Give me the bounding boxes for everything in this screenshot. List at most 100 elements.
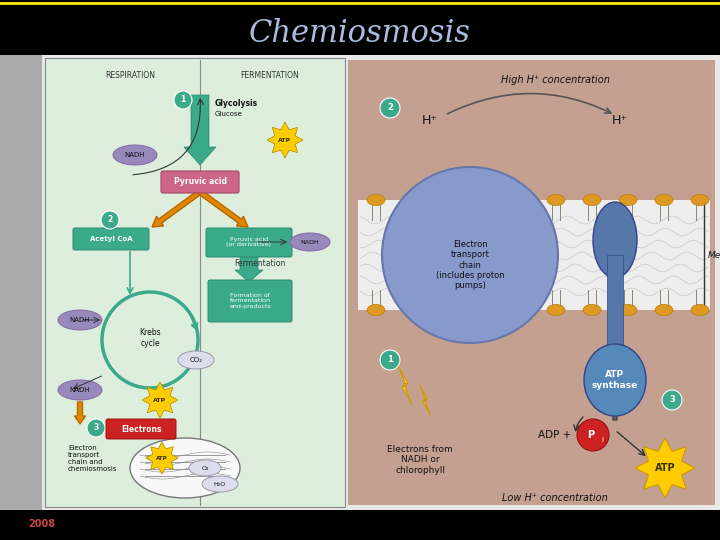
Ellipse shape	[619, 305, 637, 315]
FancyArrow shape	[74, 402, 86, 424]
Text: H⁺: H⁺	[422, 113, 438, 126]
Ellipse shape	[547, 194, 565, 206]
Text: CO₂: CO₂	[189, 357, 202, 363]
Ellipse shape	[511, 194, 529, 206]
Polygon shape	[398, 366, 412, 404]
Text: 3: 3	[94, 423, 99, 433]
Bar	[0, 55, 42, 510]
Text: Membrane: Membrane	[708, 251, 720, 260]
Ellipse shape	[113, 145, 157, 165]
Text: ATP
synthase: ATP synthase	[592, 370, 638, 390]
Ellipse shape	[189, 460, 221, 476]
Ellipse shape	[58, 310, 102, 330]
Ellipse shape	[403, 305, 421, 315]
Text: Electrons from
NADH or
chlorophyll: Electrons from NADH or chlorophyll	[387, 445, 453, 475]
Text: Electron
transport
chain and
chemiosmosis: Electron transport chain and chemiosmosi…	[68, 445, 117, 472]
FancyBboxPatch shape	[73, 228, 149, 250]
Ellipse shape	[583, 194, 601, 206]
Text: Acetyl CoA: Acetyl CoA	[90, 236, 132, 242]
FancyBboxPatch shape	[106, 419, 176, 439]
Bar	[348, 60, 715, 505]
Text: Glycolysis: Glycolysis	[215, 98, 258, 107]
Ellipse shape	[439, 305, 457, 315]
Ellipse shape	[367, 305, 385, 315]
Ellipse shape	[593, 202, 637, 278]
Ellipse shape	[178, 351, 214, 369]
Circle shape	[380, 98, 400, 118]
Polygon shape	[420, 384, 431, 415]
Text: High H⁺ concentration: High H⁺ concentration	[500, 75, 609, 85]
Text: NADH: NADH	[70, 387, 90, 393]
Ellipse shape	[202, 476, 238, 492]
Text: FERMENTATION: FERMENTATION	[240, 71, 300, 79]
Text: 2: 2	[107, 215, 112, 225]
Ellipse shape	[439, 194, 457, 206]
Circle shape	[101, 211, 119, 229]
Text: P: P	[588, 430, 595, 440]
FancyArrow shape	[610, 310, 620, 420]
Text: 2: 2	[387, 104, 393, 112]
Ellipse shape	[475, 305, 493, 315]
Text: ATP: ATP	[654, 463, 675, 473]
Circle shape	[382, 167, 558, 343]
Text: Pyruvic acid: Pyruvic acid	[174, 178, 227, 186]
Circle shape	[87, 419, 105, 437]
Text: Electrons: Electrons	[121, 424, 161, 434]
Bar	[45, 58, 345, 507]
Ellipse shape	[691, 305, 709, 315]
Text: Electron
transport
chain
(includes proton
pumps): Electron transport chain (includes proto…	[436, 240, 504, 291]
Text: O₂: O₂	[202, 465, 209, 470]
FancyBboxPatch shape	[208, 280, 292, 322]
Ellipse shape	[691, 194, 709, 206]
Ellipse shape	[403, 194, 421, 206]
Ellipse shape	[655, 194, 673, 206]
Text: Low H⁺ concentration: Low H⁺ concentration	[502, 493, 608, 503]
Circle shape	[174, 91, 192, 109]
Text: H₂O: H₂O	[214, 482, 226, 487]
FancyBboxPatch shape	[161, 171, 239, 193]
Ellipse shape	[475, 194, 493, 206]
Ellipse shape	[619, 194, 637, 206]
Ellipse shape	[584, 344, 646, 416]
Bar	[0, 0, 720, 55]
Circle shape	[380, 350, 400, 370]
Text: 3: 3	[669, 395, 675, 404]
FancyBboxPatch shape	[206, 228, 292, 257]
Ellipse shape	[290, 233, 330, 251]
Text: RESPIRATION: RESPIRATION	[105, 71, 155, 79]
Text: NADH: NADH	[70, 317, 90, 323]
Text: Pyruvic acid
(or derivative): Pyruvic acid (or derivative)	[227, 237, 271, 247]
FancyArrow shape	[184, 95, 216, 165]
Circle shape	[577, 419, 609, 451]
Ellipse shape	[655, 305, 673, 315]
Text: Fermentation: Fermentation	[234, 260, 286, 268]
Text: ATP: ATP	[279, 138, 292, 143]
Text: 1: 1	[181, 96, 186, 105]
FancyArrow shape	[191, 316, 198, 329]
Text: Formation of
fermentation
end-products: Formation of fermentation end-products	[229, 293, 271, 309]
Circle shape	[662, 390, 682, 410]
Bar	[0, 510, 720, 540]
Text: Glucose: Glucose	[215, 111, 243, 117]
Text: ATP: ATP	[156, 456, 168, 461]
FancyArrow shape	[465, 195, 475, 315]
Text: Krebs
cycle: Krebs cycle	[139, 328, 161, 348]
Text: 1: 1	[387, 355, 393, 364]
FancyArrow shape	[199, 190, 248, 227]
Polygon shape	[146, 442, 178, 474]
Text: Chemiosmosis: Chemiosmosis	[249, 17, 471, 49]
FancyArrow shape	[235, 257, 263, 282]
Polygon shape	[142, 382, 178, 418]
Ellipse shape	[58, 380, 102, 400]
Bar	[42, 55, 720, 510]
Text: NADH: NADH	[301, 240, 319, 245]
Bar	[607, 255, 623, 385]
Text: ADP +: ADP +	[539, 430, 572, 440]
Text: i: i	[601, 437, 603, 443]
Ellipse shape	[367, 194, 385, 206]
Bar	[358, 200, 710, 310]
FancyArrow shape	[152, 190, 202, 227]
Text: 2008: 2008	[28, 519, 55, 529]
Ellipse shape	[511, 305, 529, 315]
Ellipse shape	[583, 305, 601, 315]
